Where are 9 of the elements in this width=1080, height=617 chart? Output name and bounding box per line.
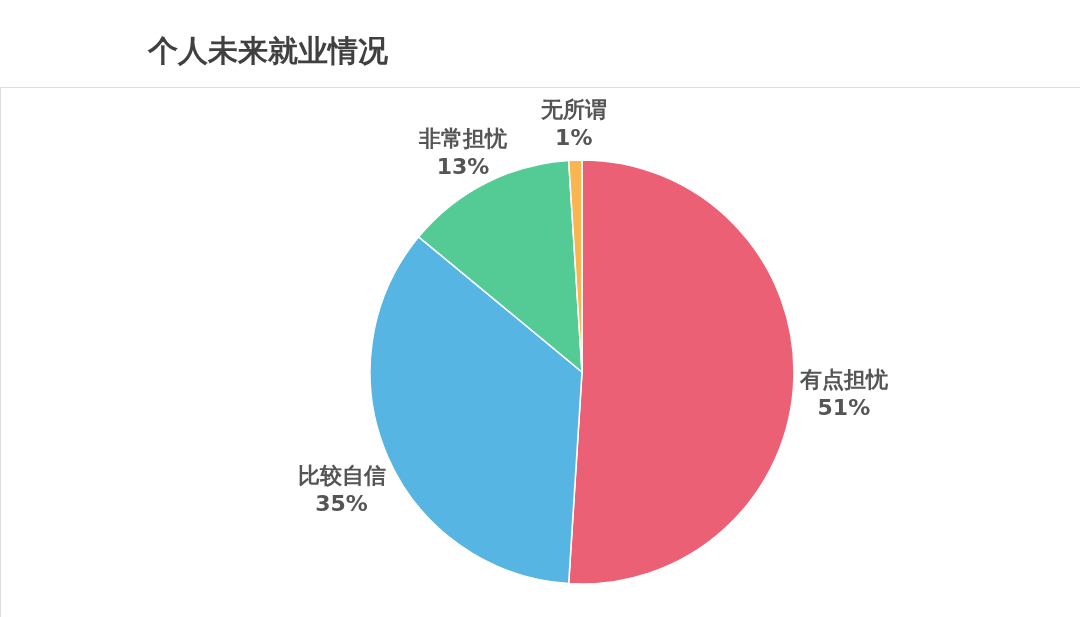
slice-label: 比较自信 <box>297 463 386 489</box>
data-label: 51% <box>817 395 871 421</box>
chart-title: 个人未来就业情况 <box>147 33 389 68</box>
slice-label: 有点担忧 <box>798 367 889 393</box>
data-label: 35% <box>315 491 368 517</box>
data-label: 13% <box>436 153 490 179</box>
slice-label: 无所谓 <box>539 97 607 123</box>
data-label: 1% <box>555 125 593 151</box>
slice-label: 非常担忧 <box>418 125 509 151</box>
